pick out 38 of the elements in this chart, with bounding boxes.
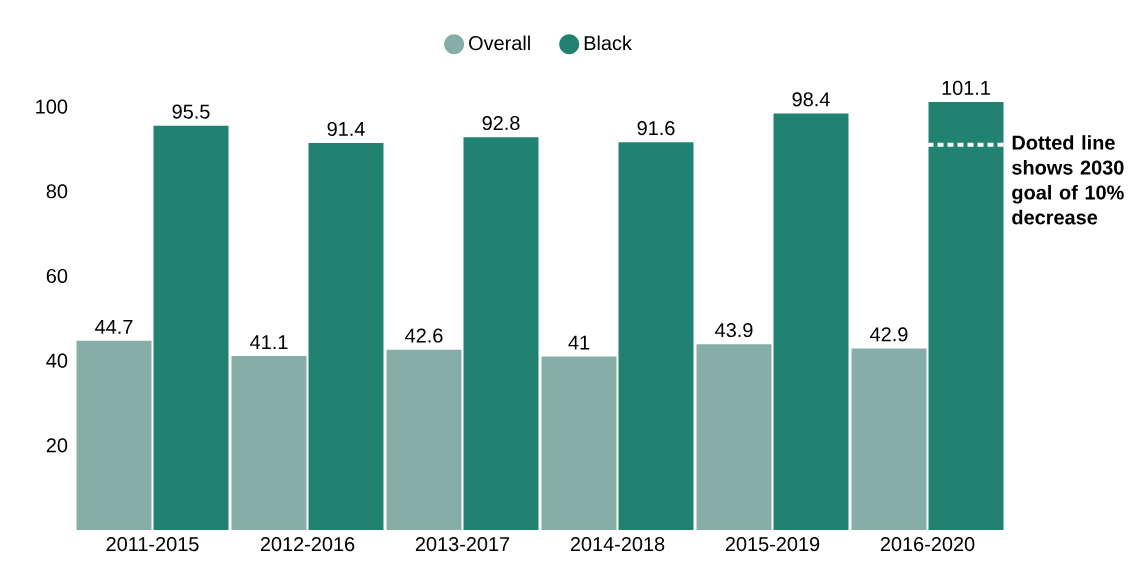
ref-line-label: Dotted line shows 2030 goal of 10% decrease [1012, 135, 1124, 225]
data-label: 92.8 [482, 115, 520, 131]
bar [618, 142, 694, 530]
bar [76, 340, 152, 530]
bar [308, 143, 384, 530]
y-tick-label: 40 [46, 353, 68, 368]
bar [773, 113, 849, 530]
data-label: 98.4 [792, 92, 830, 107]
x-tick-label: 2014-2018 [570, 537, 665, 552]
bar [231, 356, 307, 530]
data-label: 43.9 [715, 323, 753, 338]
bar [928, 101, 1004, 530]
data-label: 44.7 [95, 320, 133, 334]
data-label: 91.4 [327, 121, 365, 137]
data-label: 41.1 [250, 335, 288, 349]
data-label: 91.6 [637, 121, 675, 136]
legend-label: Black [584, 35, 632, 51]
y-tick-label: 80 [46, 184, 68, 199]
bar [851, 348, 927, 530]
data-label: 42.9 [870, 327, 908, 342]
y-tick-label: 60 [46, 268, 68, 284]
bar [386, 349, 462, 530]
data-label: 41 [568, 335, 590, 350]
bar [463, 137, 539, 530]
data-label: 95.5 [172, 104, 210, 119]
x-tick-label: 2016-2020 [880, 537, 975, 552]
x-tick-label: 2012-2016 [260, 537, 355, 552]
x-tick-label: 2015-2019 [725, 537, 820, 552]
x-tick-label: 2011-2015 [106, 537, 199, 552]
x-tick-label: 2013-2017 [415, 537, 510, 552]
y-tick-label: 20 [46, 438, 68, 453]
legend-label: Overall [469, 35, 530, 51]
data-label: 42.6 [405, 328, 443, 343]
y-tick-label: 100 [36, 99, 68, 114]
bar [541, 356, 617, 530]
data-label: 101.1 [942, 80, 990, 95]
bar [153, 125, 229, 530]
bar [696, 344, 772, 530]
